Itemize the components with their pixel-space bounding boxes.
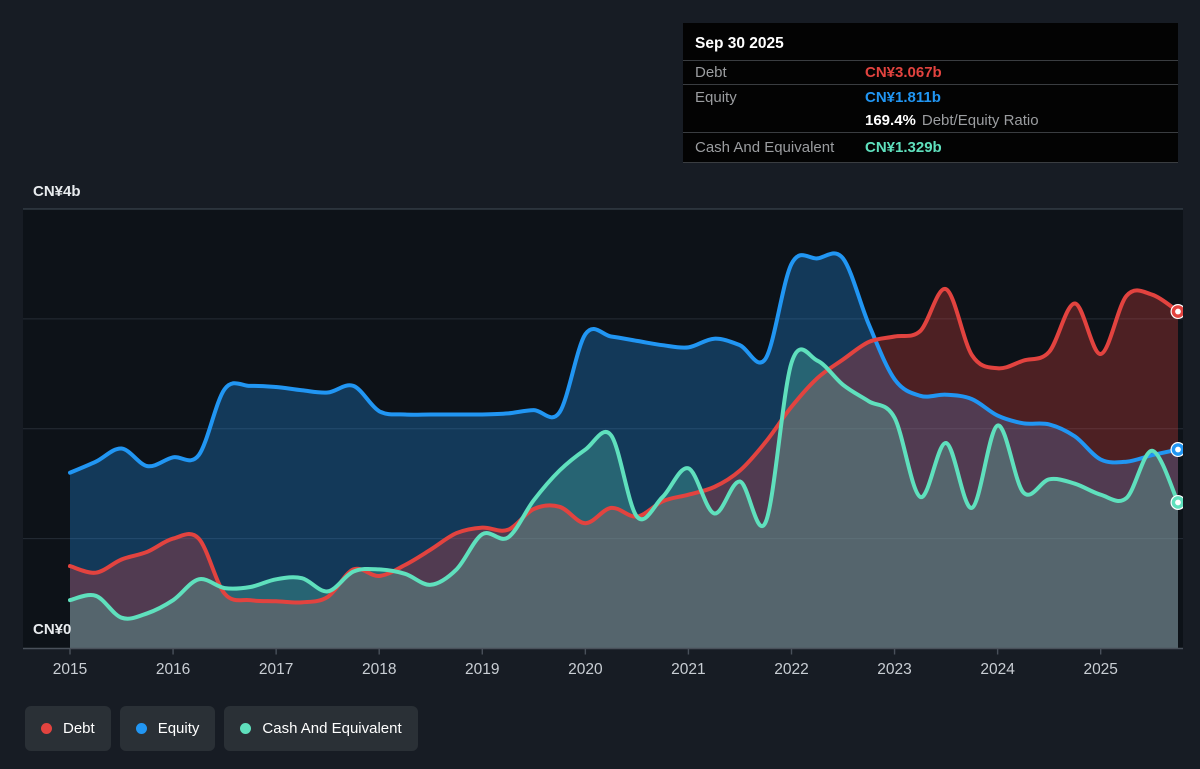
chart-legend: Debt Equity Cash And Equivalent bbox=[25, 706, 418, 751]
legend-item-equity[interactable]: Equity bbox=[120, 706, 216, 751]
chart-tooltip: Sep 30 2025 Debt CN¥3.067b Equity CN¥1.8… bbox=[683, 23, 1178, 163]
legend-equity-label: Equity bbox=[158, 720, 200, 737]
x-tick-label-2019: 2019 bbox=[465, 661, 499, 679]
x-tick-label-2024: 2024 bbox=[980, 661, 1014, 679]
tooltip-cash-label: Cash And Equivalent bbox=[695, 139, 865, 156]
tooltip-ratio-value: 169.4% bbox=[865, 112, 916, 129]
cash-endpoint-ring bbox=[1173, 498, 1182, 507]
legend-item-cash[interactable]: Cash And Equivalent bbox=[224, 706, 417, 751]
x-tick-label-2018: 2018 bbox=[362, 661, 396, 679]
x-tick-label-2025: 2025 bbox=[1083, 661, 1117, 679]
x-tick-label-2022: 2022 bbox=[774, 661, 808, 679]
legend-item-debt[interactable]: Debt bbox=[25, 706, 111, 751]
tooltip-equity-label: Equity bbox=[695, 89, 865, 106]
debt-equity-history-chart: CN¥4b CN¥0 2015 2016 2017 2018 2019 2020 2021 2… bbox=[0, 0, 1200, 769]
x-tick-label-2020: 2020 bbox=[568, 661, 602, 679]
tooltip-debt-label: Debt bbox=[695, 64, 865, 81]
x-tick-label-2015: 2015 bbox=[53, 661, 87, 679]
x-tick-label-2021: 2021 bbox=[671, 661, 705, 679]
x-tick-label-2016: 2016 bbox=[156, 661, 190, 679]
tooltip-debt-value: CN¥3.067b bbox=[865, 64, 942, 81]
y-axis-label-top: CN¥4b bbox=[33, 183, 81, 200]
y-axis-label-bottom: CN¥0 bbox=[33, 621, 71, 638]
x-axis bbox=[23, 649, 1183, 655]
tooltip-equity-value: CN¥1.811b bbox=[865, 89, 941, 106]
legend-cash-label: Cash And Equivalent bbox=[262, 720, 401, 737]
debt-dot-icon bbox=[41, 723, 52, 734]
equity-endpoint-ring bbox=[1173, 445, 1182, 454]
x-tick-label-2023: 2023 bbox=[877, 661, 911, 679]
tooltip-row-equity: Equity CN¥1.811b bbox=[683, 85, 1178, 109]
tooltip-row-cash: Cash And Equivalent CN¥1.329b bbox=[683, 133, 1178, 163]
x-tick-label-2017: 2017 bbox=[259, 661, 293, 679]
tooltip-cash-value: CN¥1.329b bbox=[865, 139, 942, 156]
debt-endpoint-ring bbox=[1173, 307, 1182, 316]
tooltip-row-debt: Debt CN¥3.067b bbox=[683, 61, 1178, 85]
cash-dot-icon bbox=[240, 723, 251, 734]
tooltip-date: Sep 30 2025 bbox=[683, 23, 1178, 61]
legend-debt-label: Debt bbox=[63, 720, 95, 737]
tooltip-row-ratio: 169.4% Debt/Equity Ratio bbox=[683, 109, 1178, 133]
equity-dot-icon bbox=[136, 723, 147, 734]
tooltip-ratio-label: Debt/Equity Ratio bbox=[922, 112, 1039, 129]
